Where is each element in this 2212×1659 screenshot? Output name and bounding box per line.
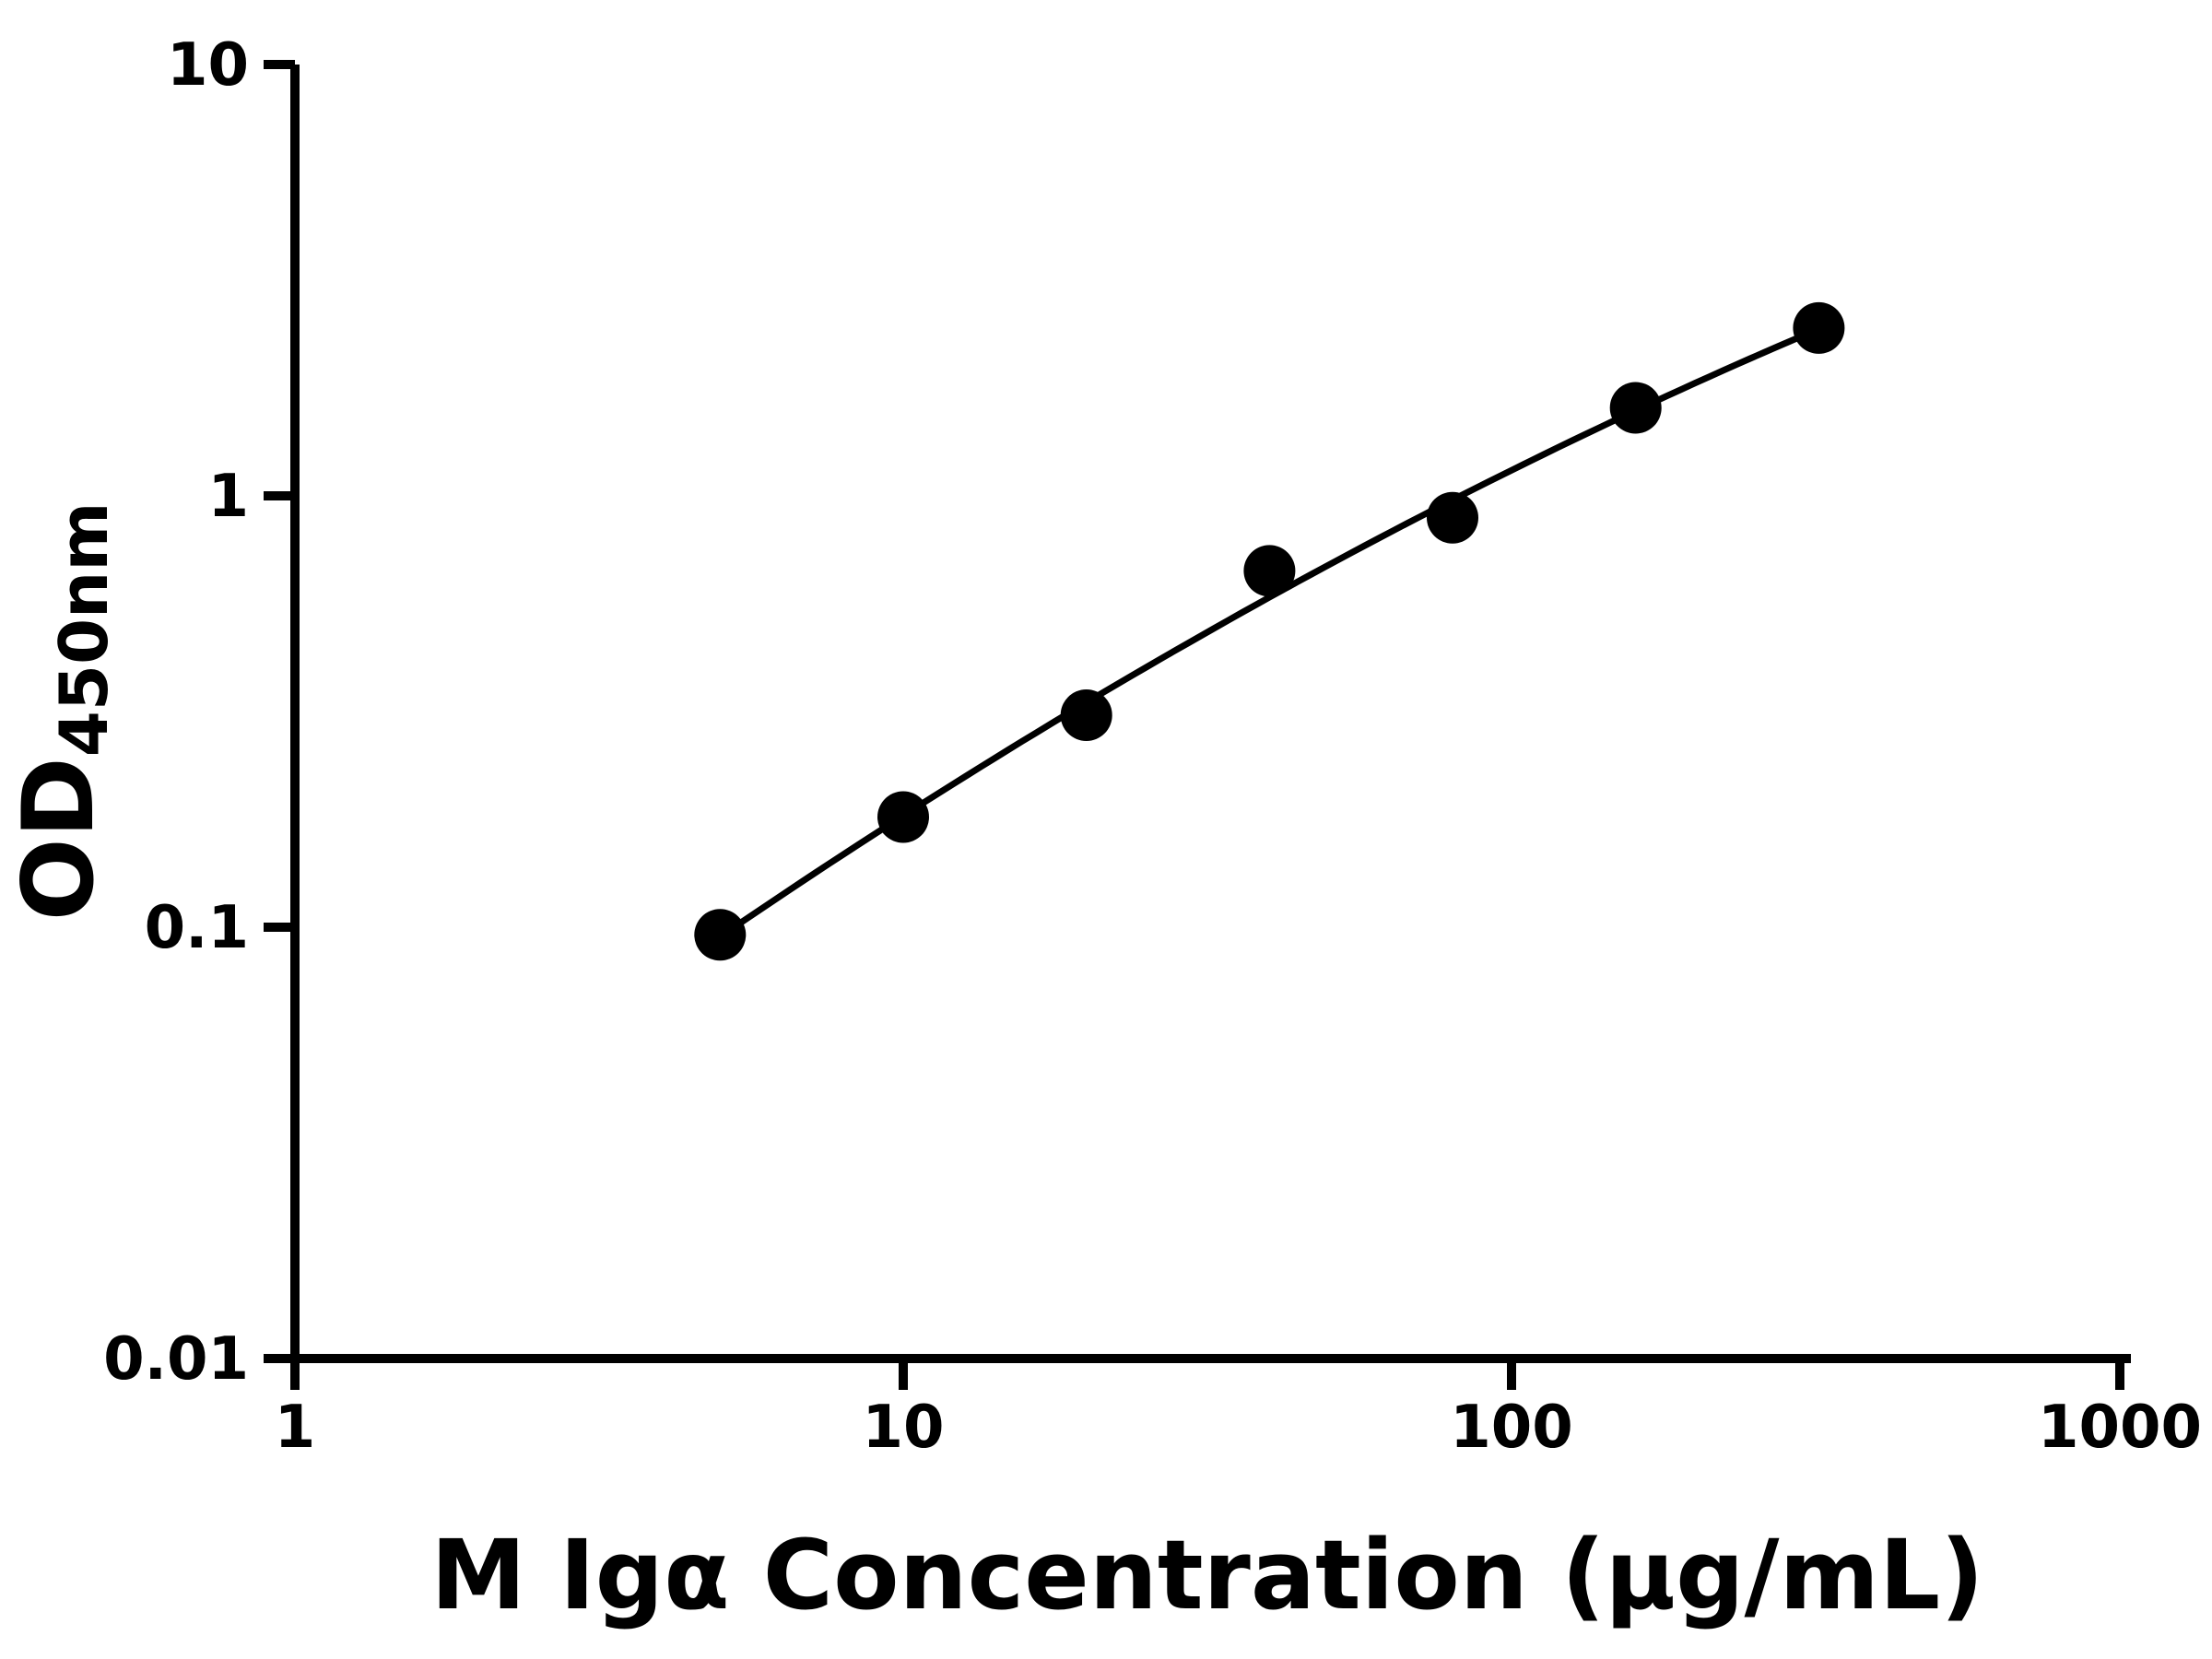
y-axis-title-subscript: 450nm (45, 502, 123, 758)
data-point (694, 909, 747, 961)
y-tick-label: 10 (167, 31, 249, 100)
axis-spine (290, 65, 2131, 1363)
data-point (877, 791, 929, 843)
x-tick-label: 1000 (2038, 1394, 2202, 1462)
y-axis-title-main: OD (2, 757, 115, 921)
x-tick-label: 100 (1450, 1394, 1573, 1462)
y-tick-label: 0.01 (103, 1325, 249, 1394)
y-tick-label: 1 (207, 463, 249, 531)
data-point (1060, 689, 1112, 741)
plot-layer: 1 10 100 1000 0.01 0.1 1 10 (103, 31, 2202, 1462)
data-point (1609, 382, 1662, 434)
x-axis-title: M Igα Concentration (μg/mL) (430, 1519, 1983, 1631)
data-point (1427, 491, 1478, 544)
data-point (1793, 301, 1845, 354)
x-tick-label: 10 (862, 1394, 944, 1462)
x-tick-label: 1 (275, 1394, 316, 1462)
y-axis-title: OD450nm (2, 502, 123, 922)
y-tick-label: 0.1 (145, 894, 249, 962)
data-point (1243, 545, 1296, 597)
